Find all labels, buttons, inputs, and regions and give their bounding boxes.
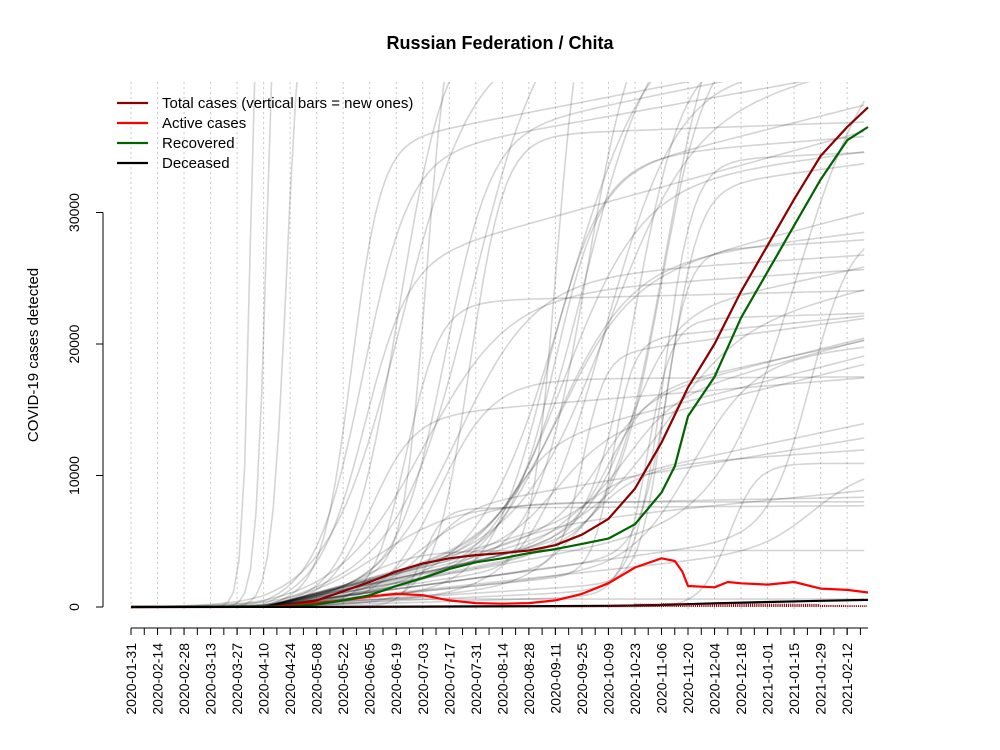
y-tick-label: 20000 [66,324,82,363]
x-tick-label: 2020-06-19 [388,643,404,715]
region-comparison-line [131,82,494,608]
x-tick-label: 2020-02-14 [150,643,166,715]
grid [130,82,848,612]
x-tick-label: 2020-09-25 [574,643,590,715]
x-tick-label: 2021-02-12 [839,643,855,715]
x-tick-label: 2020-11-20 [680,643,696,714]
x-tick-label: 2020-10-09 [600,643,616,715]
y-tick-label: 30000 [66,193,82,232]
region-comparison-line [131,130,865,608]
legend-label: Deceased [162,155,230,172]
x-tick-label: 2020-08-14 [494,643,510,715]
x-axis: 2020-01-31 2020-02-14 2020-02-28 2020-03-13… [123,627,868,715]
x-tick-label: 2020-12-18 [733,643,749,715]
legend: Total cases (vertical bars = new ones) Ac… [117,95,413,172]
series-line [130,106,869,609]
region-comparison-line [131,268,865,608]
x-tick-label: 2020-10-23 [627,643,643,715]
y-axis-label: COVID-19 cases detected [25,268,42,442]
x-tick-label: 2020-07-17 [441,643,457,715]
region-comparison-line [131,82,805,608]
x-tick-label: 2020-05-22 [335,643,351,715]
y-tick-label: 0 [66,603,82,611]
x-tick-label: 2020-07-03 [415,643,431,715]
x-tick-label: 2020-03-27 [229,643,245,715]
x-tick-label: 2020-07-31 [468,643,484,715]
x-tick-label: 2021-01-01 [760,643,776,715]
region-comparison-line [131,82,256,608]
x-tick-label: 2021-01-29 [813,643,829,715]
y-axis: 0 10000 20000 30000 [66,193,104,611]
region-comparison-line [131,82,298,608]
legend-label: Total cases (vertical bars = new ones) [162,95,413,112]
chart-title: Russian Federation / Chita [386,33,614,53]
x-tick-label: 2020-03-13 [203,643,219,715]
x-tick-label: 2020-04-10 [256,643,272,715]
x-tick-label: 2020-12-04 [707,643,723,715]
series-line [130,126,869,609]
x-tick-label: 2020-09-11 [547,643,563,714]
y-tick-label: 10000 [66,456,82,495]
new-cases-bars [263,603,867,607]
x-tick-label: 2020-01-31 [123,643,139,715]
x-tick-label: 2020-08-28 [521,643,537,715]
x-tick-label: 2020-06-05 [362,643,378,715]
legend-label: Recovered [162,135,235,152]
x-tick-label: 2020-11-06 [653,643,669,714]
x-tick-label: 2021-01-15 [786,643,802,715]
region-comparison-line [131,496,865,608]
region-comparison-line [131,82,273,608]
x-tick-label: 2020-05-08 [309,643,325,715]
x-tick-label: 2020-02-28 [176,643,192,715]
x-tick-label: 2020-04-24 [282,643,298,715]
legend-label: Active cases [162,115,246,132]
